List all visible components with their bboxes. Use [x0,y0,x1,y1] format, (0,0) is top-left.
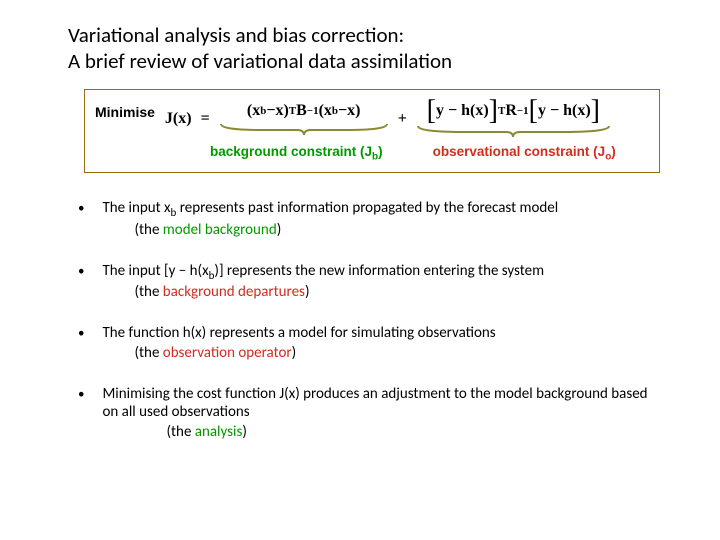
bullet-row: • The input xb represents past informatio… [78,199,660,240]
t2-rbrack: ] [489,100,498,122]
cbg-text: background constraint (J [210,144,372,159]
t2-lbrack: [ [427,100,436,122]
t2-sup: T [498,105,505,117]
slide-title: Variational analysis and bias correction… [68,22,660,75]
bullet-marker-icon: • [78,199,84,240]
bullet-row: • The input [y − h(xb)] represents the ne… [78,262,660,303]
t1-sup: T [289,105,296,117]
title-line2: A brief review of variational data assim… [68,48,452,74]
eq-term-background: (xb − x)TB−1(xb − x) [219,102,389,136]
constraint-background-label: background constraint (Jb) [210,144,383,163]
bullet-marker-icon: • [78,324,84,363]
t1-minus2: − [338,102,347,120]
eq-plus: + [398,110,407,128]
bullet-sub-text: (the model background) [134,221,660,240]
title-line1: Variational analysis and bias correction… [68,22,404,48]
formula-box: Minimise J(x) = (xb − x)TB−1(xb − x) + [… [84,89,660,174]
constraint-observation-label: observational constraint (Jo) [433,144,616,163]
bullet-body: Minimising the cost function J(x) produc… [102,385,660,442]
t1-close2: ) [355,102,360,120]
t2-mid: R [505,102,517,120]
t1-midsup: −1 [307,105,319,117]
t1-mid: B [296,102,307,120]
bullet-marker-icon: • [78,262,84,303]
eq-term-observation: [y − h(x)]TR−1[y − h(x)] [416,100,611,138]
constraints-row: background constraint (Jb) observational… [95,144,649,163]
bullet-row: • The function h(x) represents a model fo… [78,324,660,363]
bullet-main-text: The input xb represents past information… [102,199,660,220]
bullet-marker-icon: • [78,385,84,442]
t2-rbrack2: ] [591,100,600,122]
bullet-sub-text: (the background departures) [134,283,660,302]
eq-equals: = [201,110,210,128]
brace-obs-icon [416,124,611,138]
cost-function-equation: J(x) = (xb − x)TB−1(xb − x) + [y − h(x)]… [165,98,649,138]
bullet-sub-text: (the analysis) [166,423,660,442]
t2-b: y − h(x) [538,102,591,120]
t2-lbrack2: [ [529,100,538,122]
t1-c: x [324,102,332,120]
eq-lhs: J(x) [165,110,192,128]
bullet-main-text: The function h(x) represents a model for… [102,324,660,343]
minimise-label: Minimise [95,98,155,120]
t1-d: x [347,102,355,120]
bullet-body: The function h(x) represents a model for… [102,324,660,363]
bullet-list: • The input xb represents past informatio… [78,199,660,442]
t1-minus: − [266,102,275,120]
bullet-main-text: The input [y − h(xb)] represents the new… [102,262,660,283]
brace-bg-icon [219,122,389,136]
t2-midsup: −1 [517,105,529,117]
t1-b: x [275,102,283,120]
t1-a: x [252,102,260,120]
bullet-body: The input [y − h(xb)] represents the new… [102,262,660,303]
formula-row: Minimise J(x) = (xb − x)TB−1(xb − x) + [… [95,98,649,138]
t2-a: y − h(x) [436,102,489,120]
cbg-close: ) [378,144,383,159]
bullet-sub-text: (the observation operator) [134,344,660,363]
cobs-text: observational constraint (J [433,144,606,159]
bullet-row: • Minimising the cost function J(x) produ… [78,385,660,442]
bullet-body: The input xb represents past information… [102,199,660,240]
bullet-main-text: Minimising the cost function J(x) produc… [102,385,660,423]
cobs-close: ) [611,144,616,159]
